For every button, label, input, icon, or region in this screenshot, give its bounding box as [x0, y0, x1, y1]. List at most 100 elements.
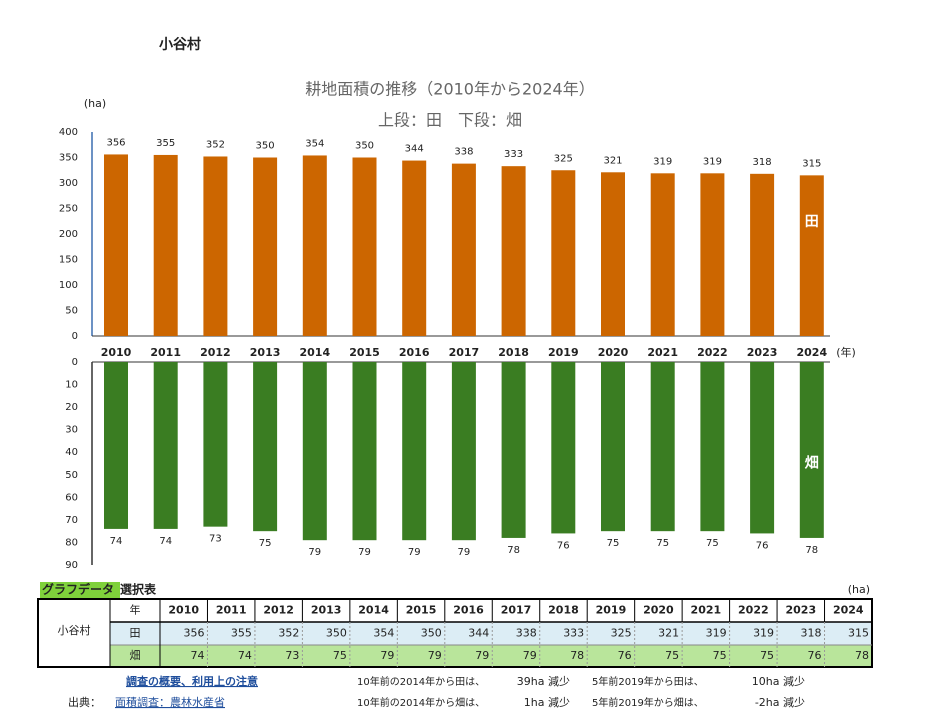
x-tick-label: 2012: [200, 346, 231, 359]
bar: [501, 362, 526, 538]
table-header: 2010: [168, 604, 199, 617]
table-cell: 350: [326, 627, 347, 640]
table-header: 2013: [311, 604, 342, 617]
summary-label: 5年前2019年から田は、: [592, 675, 704, 688]
value-label: 333: [504, 149, 523, 160]
table-cell: 355: [231, 627, 252, 640]
bar: [352, 362, 377, 541]
bar: [551, 362, 576, 534]
table-cell: 319: [753, 627, 774, 640]
bar: [104, 362, 128, 529]
table-cell: 74: [238, 649, 252, 662]
table-header: 2020: [643, 604, 674, 617]
summary-label: 5年前2019年から畑は、: [592, 696, 704, 709]
bar: [750, 362, 775, 534]
guide-link[interactable]: 調査の概要、利用上の注意: [126, 674, 258, 688]
table-cell: 356: [183, 627, 204, 640]
table-cell: 75: [760, 649, 774, 662]
table-cell: 76: [618, 649, 632, 662]
y-tick-label: 350: [59, 153, 78, 164]
table-cell: 75: [713, 649, 727, 662]
x-tick-label: 2014: [299, 346, 330, 359]
value-label: 73: [209, 534, 222, 545]
value-label: 356: [106, 137, 125, 148]
summary-label: 10年前の2014年から畑は、: [357, 696, 485, 709]
y-tick-label: 60: [65, 492, 78, 503]
y-tick-label: 250: [59, 204, 78, 215]
y-tick-label: 0: [72, 331, 78, 342]
bar: [750, 173, 775, 336]
value-label: 76: [557, 540, 570, 551]
bar: [601, 362, 625, 532]
value-label: 354: [305, 138, 324, 149]
value-label: 74: [110, 536, 123, 547]
value-label: 350: [355, 141, 374, 152]
bar: [700, 362, 725, 532]
table-cell: 78: [855, 649, 869, 662]
table-cell: 75: [665, 649, 679, 662]
value-label: 352: [206, 139, 225, 150]
legend-label: 田: [805, 214, 819, 230]
table-cell: 338: [516, 627, 537, 640]
row-bg: [110, 645, 872, 667]
table-header: 2016: [453, 604, 484, 617]
village-name: 小谷村: [159, 36, 201, 53]
table-header: 2014: [358, 604, 389, 617]
value-label: 75: [607, 538, 620, 549]
x-tick-label: 2018: [498, 346, 529, 359]
value-label: 338: [454, 147, 473, 158]
bar: [104, 154, 128, 336]
table-cell: 79: [428, 649, 442, 662]
x-tick-label: 2017: [449, 346, 480, 359]
summary-change: 1ha 減少: [524, 695, 570, 709]
bar: [799, 175, 824, 336]
table-header: 2015: [406, 604, 437, 617]
bar: [302, 155, 327, 336]
table-row-label: 田: [130, 627, 141, 640]
table-cell: 321: [658, 627, 679, 640]
y-axis-label: (ha): [84, 97, 106, 110]
table-cell: 325: [611, 627, 632, 640]
value-label: 319: [703, 156, 722, 167]
y-tick-label: 20: [65, 402, 78, 413]
chart-subtitle: 上段：田 下段：畑: [378, 111, 522, 130]
bar: [253, 157, 278, 336]
bar: [451, 362, 476, 541]
bar: [203, 156, 228, 336]
table-cell: 79: [380, 649, 394, 662]
table-cell: 79: [475, 649, 489, 662]
x-tick-label: 2020: [598, 346, 629, 359]
bar: [302, 362, 327, 541]
x-tick-label: 2021: [647, 346, 678, 359]
value-label: 75: [259, 538, 272, 549]
value-label: 78: [805, 545, 818, 556]
bar: [203, 362, 228, 527]
x-tick-label: 2010: [101, 346, 132, 359]
table-cell: 318: [801, 627, 822, 640]
bar: [650, 173, 675, 336]
table-cell: 75: [333, 649, 347, 662]
value-label: 74: [159, 536, 172, 547]
value-label: 75: [656, 538, 669, 549]
source-label: 出典：: [68, 695, 101, 709]
value-label: 79: [458, 547, 471, 558]
bar: [551, 170, 576, 336]
table-header: 2018: [548, 604, 579, 617]
bar: [650, 362, 675, 532]
x-tick-label: 2011: [150, 346, 181, 359]
source-link[interactable]: 面積調査：農林水産省: [115, 695, 225, 709]
bar: [153, 154, 178, 336]
x-tick-label: 2015: [349, 346, 380, 359]
table-cell: 74: [190, 649, 204, 662]
y-tick-label: 50: [65, 306, 78, 317]
bar: [153, 362, 178, 529]
bar: [402, 160, 427, 336]
value-label: 79: [408, 547, 421, 558]
table-cell: 73: [285, 649, 299, 662]
table-border: [37, 598, 873, 668]
y-tick-label: 30: [65, 425, 78, 436]
table-cell: 352: [278, 627, 299, 640]
y-tick-label: 70: [65, 515, 78, 526]
table-cell: 350: [421, 627, 442, 640]
y-tick-label: 10: [65, 380, 78, 391]
